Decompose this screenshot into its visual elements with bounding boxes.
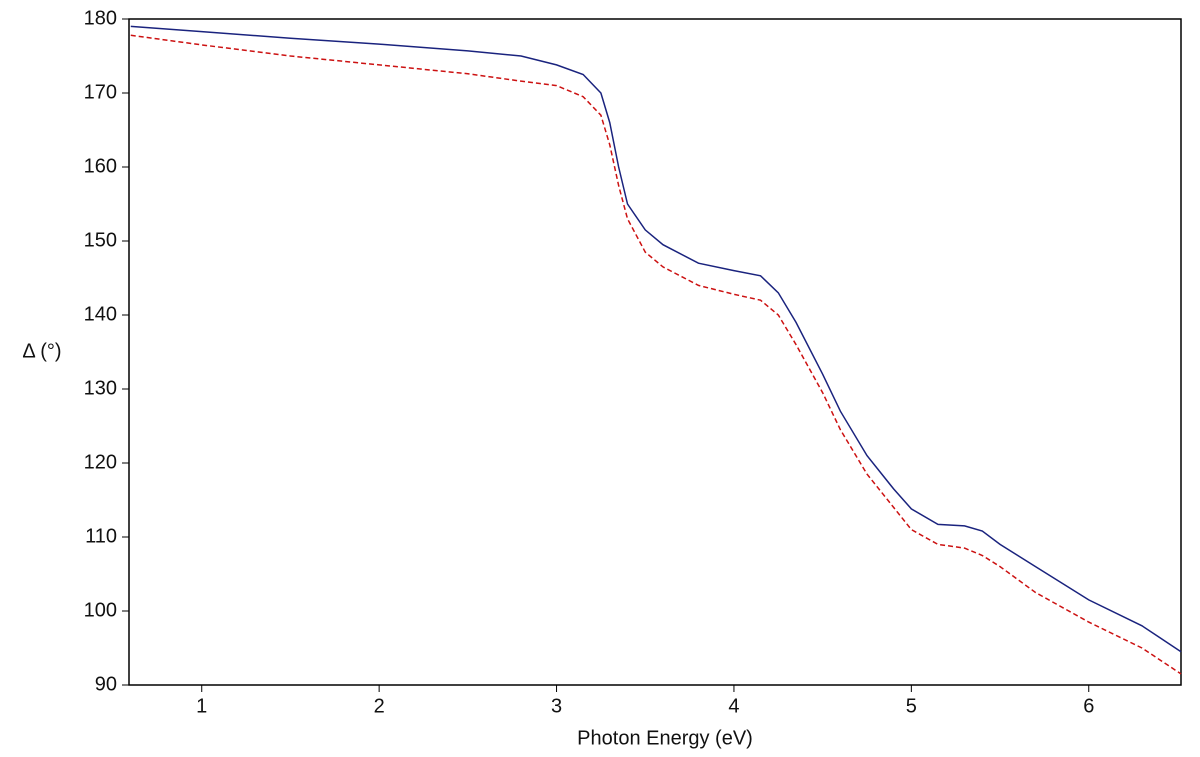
x-tick-label: 6 [1083, 695, 1094, 717]
y-tick-label: 150 [84, 229, 117, 251]
data-line [130, 25, 1182, 653]
x-axis-label: Photon Energy (eV) [577, 727, 753, 749]
y-tick-label: 110 [85, 525, 117, 547]
y-tick-label: 170 [84, 81, 117, 103]
plot-frame [128, 18, 1182, 686]
x-tick-label: 4 [728, 695, 739, 717]
y-tick-label: 130 [84, 377, 117, 399]
y-axis-label: Δ (°) [22, 340, 61, 362]
x-tick-label: 5 [906, 695, 917, 717]
data-line [130, 34, 1182, 675]
y-tick-label: 160 [84, 155, 117, 177]
x-tick-label: 3 [551, 695, 562, 717]
x-tick-label: 2 [374, 695, 385, 717]
y-tick-label: 100 [84, 599, 117, 621]
x-tick-label: 1 [196, 695, 207, 717]
y-tick-label: 180 [84, 7, 117, 29]
y-tick-label: 140 [84, 303, 117, 325]
y-tick-label: 90 [95, 673, 117, 695]
y-tick-label: 120 [84, 451, 117, 473]
